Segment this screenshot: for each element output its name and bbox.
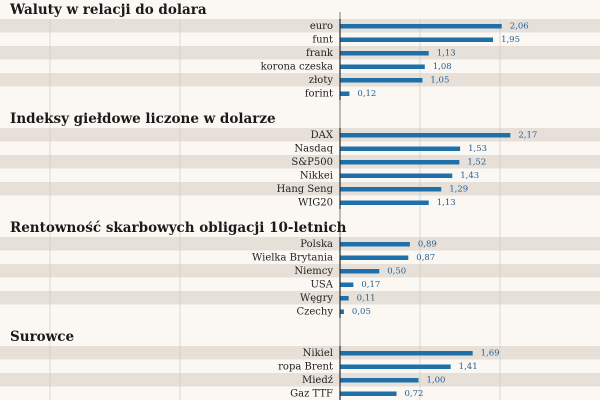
value-label: 1,13: [437, 49, 456, 59]
category-label: S&P500: [291, 157, 333, 168]
value-label: 1,43: [460, 171, 479, 181]
value-label: 1,00: [427, 376, 446, 386]
category-label: Nikiel: [303, 348, 333, 359]
bar: [340, 255, 409, 260]
category-label: forint: [305, 89, 333, 100]
value-label: 1,08: [433, 62, 452, 72]
value-label: 0,72: [405, 389, 424, 399]
bar: [340, 282, 354, 287]
bar: [340, 146, 461, 151]
category-label: frank: [306, 48, 334, 59]
category-label: Niemcy: [294, 266, 333, 277]
value-label: 0,17: [361, 280, 380, 290]
bar: [340, 91, 350, 96]
bar: [340, 64, 425, 69]
category-label: Gaz TTF: [290, 389, 333, 400]
value-label: 1,52: [467, 158, 486, 168]
row-stripe: [0, 237, 600, 251]
bar: [340, 242, 410, 247]
bar: [340, 173, 453, 178]
value-label: 0,87: [416, 253, 435, 263]
row-stripe: [0, 73, 600, 87]
row-stripe: [0, 182, 600, 196]
row-stripe: [0, 264, 600, 278]
bar: [340, 37, 494, 42]
bar: [340, 378, 419, 383]
row-stripe: [0, 155, 600, 169]
category-label: ropa Brent: [278, 362, 333, 373]
category-label: Polska: [300, 239, 333, 250]
value-label: 1,53: [468, 144, 487, 154]
category-label: WIG20: [298, 198, 333, 209]
row-stripe: [0, 291, 600, 305]
section-title: Rentowność skarbowych obligacji 10-letni…: [10, 220, 347, 236]
bar: [340, 269, 380, 274]
category-label: Czechy: [296, 307, 333, 318]
row-stripe: [0, 128, 600, 142]
row-stripe: [0, 19, 600, 33]
bar: [340, 133, 511, 138]
value-label: 1,69: [481, 349, 500, 359]
category-label: DAX: [311, 130, 334, 141]
category-label: Węgry: [300, 293, 333, 304]
bar: [340, 24, 502, 29]
category-label: złoty: [309, 75, 334, 86]
value-label: 0,05: [352, 307, 371, 317]
category-label: USA: [311, 280, 334, 291]
value-label: 0,11: [357, 294, 376, 304]
bar: [340, 351, 473, 356]
chart-background-layer: [0, 19, 600, 387]
value-label: 2,06: [510, 22, 529, 32]
category-label: Hang Seng: [277, 184, 334, 195]
bar: [340, 364, 451, 369]
bar: [340, 296, 349, 301]
category-label: euro: [310, 21, 333, 32]
row-stripe: [0, 373, 600, 387]
category-label: Nasdaq: [294, 144, 333, 155]
row-stripe: [0, 46, 600, 60]
category-label: korona czeska: [261, 62, 333, 73]
value-label: 2,17: [518, 131, 537, 141]
bar: [340, 78, 423, 83]
value-label: 1,05: [430, 76, 449, 86]
value-label: 0,89: [418, 240, 437, 250]
category-label: funt: [312, 35, 333, 46]
row-stripe: [0, 346, 600, 360]
section-title: Surowce: [10, 329, 74, 345]
bar: [340, 391, 397, 396]
category-label: Nikkei: [300, 171, 333, 182]
bar: [340, 200, 429, 205]
value-label: 1,29: [449, 185, 468, 195]
section-title: Indeksy giełdowe liczone w dolarze: [10, 111, 276, 127]
chart-content: Waluty w relacji do dolara euro 2,06 funt 1,…: [9, 2, 537, 400]
bar: [340, 160, 460, 165]
bar: [340, 187, 442, 192]
category-label: Wielka Brytania: [252, 253, 333, 264]
bar: [340, 309, 344, 314]
value-label: 0,50: [387, 267, 406, 277]
value-label: 1,95: [501, 35, 520, 45]
value-label: 0,12: [357, 89, 376, 99]
bar: [340, 51, 429, 56]
value-label: 1,41: [459, 362, 478, 372]
section-title: Waluty w relacji do dolara: [9, 2, 207, 18]
value-label: 1,13: [437, 198, 456, 208]
category-label: Miedź: [302, 375, 333, 386]
